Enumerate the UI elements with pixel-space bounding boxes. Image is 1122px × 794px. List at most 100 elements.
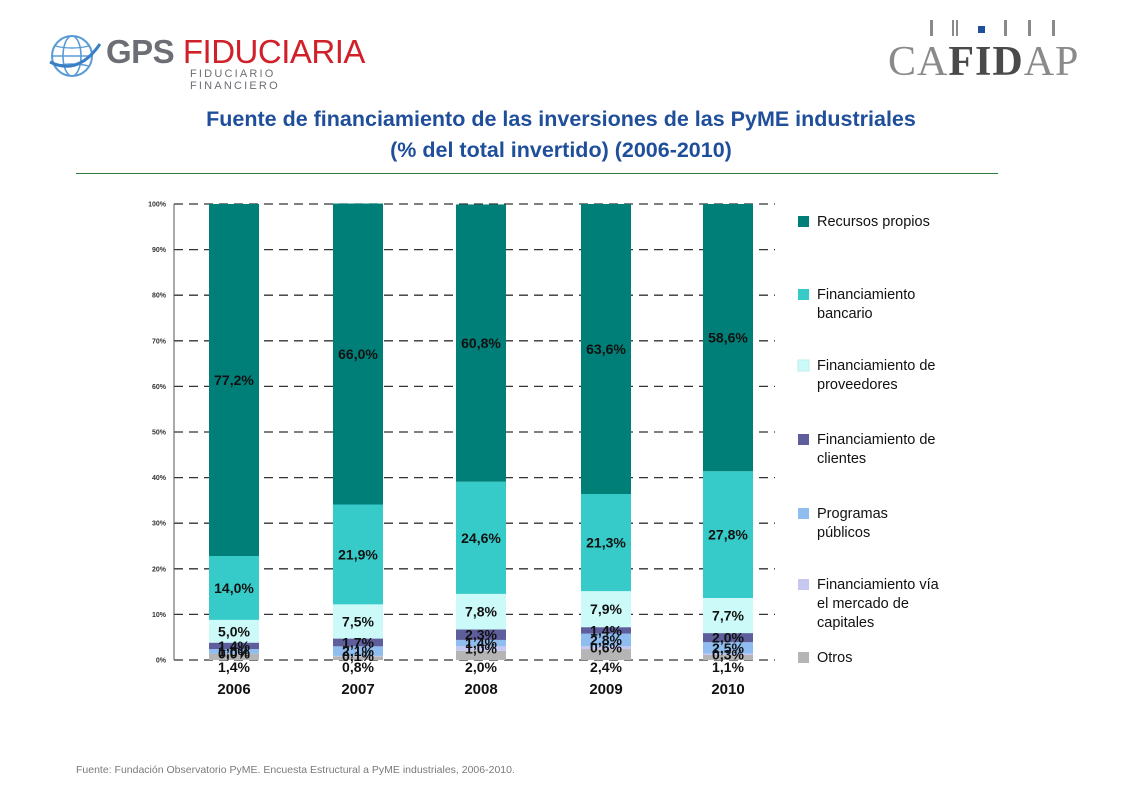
data-label: 0,6% — [590, 640, 622, 656]
cafidap-bars-icon — [930, 20, 1055, 36]
data-label: 0,0% — [218, 646, 250, 662]
bar-segment — [333, 638, 383, 647]
data-label: 0,1% — [342, 648, 374, 664]
data-label: 2,3% — [465, 627, 497, 643]
y-tick-label: 90% — [152, 247, 167, 254]
x-category-label: 2008 — [464, 681, 497, 698]
bar-segment — [209, 556, 259, 620]
cafidap-logo: CAFIDAP — [888, 18, 1078, 84]
y-tick-label: 80% — [152, 293, 167, 300]
bar-segment — [581, 204, 631, 495]
data-label: 63,6% — [586, 341, 626, 357]
y-tick-label: 100% — [148, 202, 167, 209]
data-label: 1,4% — [218, 638, 250, 654]
y-tick-label: 50% — [152, 430, 167, 437]
data-label: 1,0% — [465, 641, 497, 657]
globe-icon — [49, 35, 102, 77]
x-category-label: 2010 — [711, 681, 744, 698]
x-category-label: 2009 — [589, 681, 622, 698]
legend-label: clientes — [817, 451, 866, 467]
bar-segment — [333, 604, 383, 639]
legend-label: capitales — [817, 615, 874, 631]
bar-segment — [703, 642, 753, 654]
bar-segment — [209, 649, 259, 654]
data-label: 60,8% — [461, 335, 501, 351]
title-divider — [76, 173, 998, 174]
bar-segment — [333, 203, 383, 505]
data-label: 7,5% — [342, 613, 374, 629]
y-tick-label: 40% — [152, 475, 167, 482]
y-tick-label: 70% — [152, 338, 167, 345]
y-tick-label: 20% — [152, 566, 167, 573]
bar-segment — [581, 646, 631, 650]
legend-swatch — [797, 359, 810, 372]
bar-segment — [581, 494, 631, 592]
title-line-2: (% del total invertido) (2006-2010) — [390, 138, 732, 162]
cafidap-part-b: FID — [948, 39, 1024, 85]
y-tick-label: 10% — [152, 612, 167, 619]
bar-segment — [456, 481, 506, 594]
data-label: 58,6% — [708, 330, 748, 346]
data-label: 2,0% — [712, 630, 744, 646]
gps-fiduciaria-logo: GPS FIDUCIARIA FIDUCIARIO FINANCIERO — [48, 30, 368, 92]
data-label: 7,9% — [590, 601, 622, 617]
y-tick-label: 60% — [152, 384, 167, 391]
gps-subtitle: FIDUCIARIO FINANCIERO — [190, 68, 280, 92]
gps-name-a: GPS — [106, 33, 175, 70]
bar-segment — [703, 471, 753, 598]
bar-segment — [581, 627, 631, 634]
source-note: Fuente: Fundación Observatorio PyME. Enc… — [76, 764, 515, 776]
bar-segment — [333, 656, 383, 660]
legend-label: Financiamiento de — [817, 358, 936, 374]
data-label: 1,7% — [342, 634, 374, 650]
data-label: 2,5% — [712, 640, 744, 656]
data-label: 2,8% — [590, 632, 622, 648]
bar-segment — [581, 591, 631, 628]
stacked-bar-chart: 0% 10% 20% 30% 40% 50% 60% 70% 80% 90% 100% 2006 200… — [148, 202, 940, 699]
legend-swatch — [798, 216, 809, 227]
data-label: 1,4% — [465, 635, 497, 651]
data-label: 1,4% — [218, 659, 250, 675]
bar-segment — [209, 642, 259, 650]
data-label: 0,8% — [342, 659, 374, 675]
bar-segment — [333, 504, 383, 605]
cafidap-part-c: AP — [1023, 39, 1080, 85]
data-label: 66,0% — [338, 346, 378, 362]
legend-label: Financiamiento de — [817, 432, 936, 448]
legend-label: Recursos propios — [817, 214, 930, 230]
bar-segment — [581, 633, 631, 647]
bar-segment — [456, 204, 506, 482]
bar-segment — [456, 650, 506, 660]
legend-label: públicos — [817, 525, 870, 541]
legend-label: Programas — [817, 506, 888, 522]
page-title: Fuente de financiamiento de las inversio… — [60, 104, 1062, 166]
gps-wordmark: GPS FIDUCIARIA — [106, 34, 365, 70]
y-tick-label: 30% — [152, 521, 167, 528]
legend-swatch — [798, 652, 809, 663]
gps-name-b: FIDUCIARIA — [182, 33, 366, 70]
data-label: 21,9% — [338, 546, 378, 562]
legend-label: Financiamiento — [817, 287, 915, 303]
data-label: 7,8% — [465, 604, 497, 620]
data-label: 2,1% — [342, 643, 374, 659]
bar-segment — [333, 646, 383, 656]
bar-segment — [456, 639, 506, 647]
data-label: 2,0% — [465, 659, 497, 675]
bar-segment — [456, 629, 506, 640]
bar-segment — [703, 653, 753, 655]
cafidap-part-a: CA — [888, 39, 949, 85]
bar-segment — [209, 619, 259, 643]
data-label: 27,8% — [708, 527, 748, 543]
legend-label: Financiamiento vía — [817, 577, 940, 593]
data-label: 7,7% — [712, 608, 744, 624]
y-tick-label: 0% — [156, 658, 167, 665]
cafidap-wordmark: CAFIDAP — [888, 40, 1079, 84]
data-label: 21,3% — [586, 535, 626, 551]
bar-segment — [456, 593, 506, 630]
bar-segment — [703, 654, 753, 660]
legend-label: Otros — [817, 650, 852, 666]
bar-segment — [209, 653, 259, 660]
bar-segment — [209, 204, 259, 557]
bar-segment — [703, 633, 753, 643]
legend-swatch — [798, 289, 809, 300]
